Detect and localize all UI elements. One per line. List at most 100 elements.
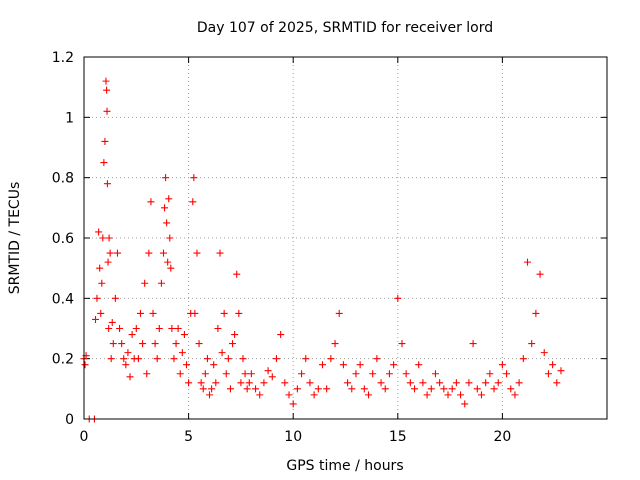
data-point — [381, 385, 389, 393]
data-point — [231, 331, 239, 339]
data-point — [431, 370, 439, 378]
data-point — [473, 385, 481, 393]
data-point — [239, 355, 247, 363]
data-point — [222, 370, 230, 378]
data-point — [218, 349, 226, 357]
data-point — [81, 361, 89, 369]
y-tick-label: 0.8 — [52, 171, 74, 187]
data-point — [268, 373, 276, 381]
data-point — [314, 385, 322, 393]
y-tick-label: 0 — [65, 412, 74, 428]
data-point — [233, 270, 241, 278]
data-point — [216, 249, 224, 257]
x-tick-label: 15 — [389, 429, 407, 445]
grid — [84, 57, 607, 419]
data-point — [352, 370, 360, 378]
y-tick-label: 1.2 — [52, 50, 74, 66]
data-point — [189, 198, 197, 206]
data-point — [331, 340, 339, 348]
data-point — [477, 391, 485, 399]
data-point — [360, 385, 368, 393]
data-point — [113, 249, 121, 257]
data-point — [490, 385, 498, 393]
data-point — [224, 355, 232, 363]
data-point — [272, 355, 280, 363]
data-point — [92, 315, 100, 323]
data-point — [208, 385, 216, 393]
data-point — [452, 379, 460, 387]
data-point — [111, 294, 119, 302]
data-point — [108, 318, 116, 326]
data-point — [486, 370, 494, 378]
data-point — [103, 180, 111, 188]
data-point — [214, 325, 222, 332]
data-point — [519, 355, 527, 363]
data-point — [260, 379, 268, 387]
data-point — [120, 355, 128, 363]
data-point — [161, 204, 169, 212]
data-point — [377, 379, 385, 387]
data-point — [183, 361, 191, 369]
data-point — [293, 385, 301, 393]
data-point — [532, 309, 540, 317]
data-point — [247, 370, 255, 378]
data-point — [178, 349, 186, 357]
data-point — [264, 367, 272, 375]
data-point — [176, 370, 184, 378]
data-point — [201, 370, 209, 378]
data-point — [132, 325, 140, 332]
data-point — [457, 391, 465, 399]
data-point — [503, 370, 511, 378]
data-point — [285, 391, 293, 399]
x-axis-ticks: 0 5 10 15 20 — [80, 57, 511, 445]
data-point — [98, 279, 106, 287]
data-point — [436, 379, 444, 387]
data-point — [536, 270, 544, 278]
data-point — [118, 340, 126, 348]
y-axis-ticks: 0 0.2 0.4 0.6 0.8 1 1.2 — [52, 50, 607, 428]
data-point — [318, 361, 326, 369]
data-point — [494, 379, 502, 387]
y-tick-label: 0.6 — [52, 231, 74, 247]
x-tick-label: 10 — [284, 429, 302, 445]
data-point — [423, 391, 431, 399]
data-point — [252, 385, 260, 393]
data-point — [139, 340, 147, 348]
data-point — [226, 385, 234, 393]
data-point — [203, 355, 211, 363]
data-point — [373, 355, 381, 363]
y-tick-label: 1 — [65, 110, 74, 126]
data-point — [136, 309, 144, 317]
data-point — [170, 355, 178, 363]
data-point — [540, 349, 548, 357]
data-point — [157, 279, 165, 287]
data-point — [440, 385, 448, 393]
x-axis-label: GPS time / hours — [286, 458, 403, 474]
data-point — [289, 400, 297, 408]
data-point — [185, 379, 193, 387]
data-point — [394, 294, 402, 302]
data-point — [163, 219, 171, 227]
data-point — [145, 249, 153, 257]
data-point — [385, 370, 393, 378]
data-point — [134, 355, 142, 363]
x-tick-label: 0 — [80, 429, 89, 445]
data-point — [151, 340, 159, 348]
y-tick-label: 0.4 — [52, 291, 74, 307]
data-point — [515, 379, 523, 387]
data-point — [461, 400, 469, 408]
data-point — [498, 361, 506, 369]
data-point — [195, 340, 203, 348]
data-point — [402, 370, 410, 378]
data-point — [128, 331, 136, 339]
data-point — [241, 370, 249, 378]
data-point — [93, 294, 101, 302]
data-point — [124, 349, 132, 357]
y-axis-label: SRMTID / TECUs — [7, 182, 23, 295]
data-point — [162, 174, 170, 182]
data-point — [511, 391, 519, 399]
data-point — [327, 355, 335, 363]
data-point — [153, 355, 161, 363]
data-point — [167, 264, 175, 272]
